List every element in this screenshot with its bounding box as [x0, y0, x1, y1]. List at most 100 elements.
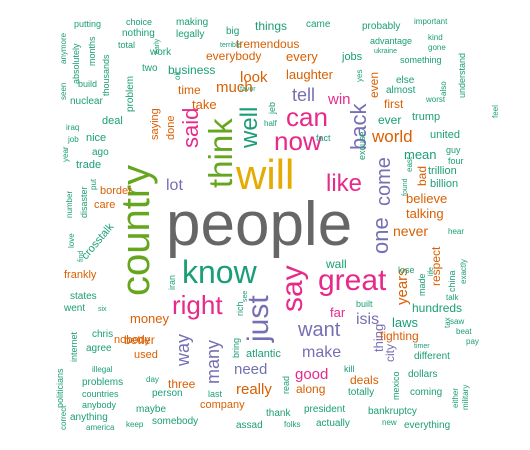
word-atlantic: atlantic: [246, 348, 281, 360]
word-chris: chris: [92, 329, 114, 340]
word-care: care: [94, 199, 116, 211]
word-two: two: [142, 63, 158, 74]
word-lose: lose: [398, 265, 415, 275]
word-half: half: [264, 119, 277, 128]
word-need: need: [234, 361, 268, 378]
word-bankruptcy: bankruptcy: [368, 406, 417, 417]
word-work: work: [150, 47, 172, 58]
word-isis: isis: [356, 311, 380, 328]
word-make: make: [302, 344, 342, 361]
word-business: business: [168, 63, 216, 77]
word-states: states: [70, 291, 97, 302]
word-believe: believe: [406, 191, 448, 206]
word-total: total: [118, 40, 136, 50]
word-bring: bring: [231, 337, 241, 358]
word-new: new: [382, 418, 397, 427]
word-iran: iran: [167, 274, 177, 290]
word-making: making: [176, 17, 209, 28]
word-anybody: anybody: [82, 400, 117, 410]
word-also: also: [439, 81, 448, 96]
word-disaster: disaster: [79, 186, 89, 218]
word-build: build: [78, 79, 98, 89]
word-favor: favor: [240, 86, 256, 93]
word-america: america: [86, 423, 115, 432]
word-jobs: jobs: [342, 51, 363, 63]
word-love: love: [67, 233, 76, 248]
word-six: six: [98, 306, 107, 313]
word-city: city: [383, 344, 397, 362]
word-else: else: [396, 75, 415, 86]
word-kill: kill: [344, 364, 355, 374]
word-terrible: terrible: [220, 42, 242, 49]
word-fighting: fighting: [380, 329, 419, 343]
word-really: really: [236, 381, 272, 398]
word-will: will: [236, 151, 295, 198]
word-one: one: [368, 217, 393, 254]
word-good: good: [295, 366, 329, 383]
word-much: much: [216, 79, 253, 96]
word-china: china: [447, 270, 457, 292]
word-trump: trump: [412, 111, 441, 123]
word-agree: agree: [86, 343, 112, 354]
word-even: even: [367, 71, 381, 98]
word-keep: keep: [126, 420, 144, 429]
word-right: right: [172, 290, 223, 320]
word-take: take: [192, 97, 217, 112]
word-jeb: jeb: [267, 101, 277, 114]
word-nothing: nothing: [122, 28, 155, 39]
word-built: built: [356, 299, 373, 309]
word-year: year: [61, 146, 70, 162]
word-choice: choice: [126, 17, 153, 27]
word-lot: lot: [166, 177, 183, 194]
word-first: first: [384, 97, 404, 111]
word-mean: mean: [404, 147, 437, 162]
word-billion: billion: [430, 178, 459, 190]
word-kind: kind: [428, 33, 443, 42]
word-along: along: [296, 382, 326, 396]
word-read: read: [281, 375, 291, 394]
word-every: every: [286, 49, 318, 64]
word-rich: rich: [235, 301, 245, 316]
word-seen: seen: [59, 82, 68, 100]
word-number: number: [65, 190, 74, 218]
word-early: early: [154, 38, 161, 54]
word-military: military: [461, 384, 470, 410]
word-find: find: [78, 250, 85, 262]
word-politicians: politicians: [55, 368, 65, 408]
word-trillion: trillion: [428, 165, 457, 177]
word-fact: fact: [316, 133, 331, 143]
word-found: found: [402, 178, 409, 196]
word-almost: almost: [386, 85, 416, 96]
word-ever: ever: [378, 113, 402, 127]
word-think: think: [202, 118, 239, 188]
word-illegal: illegal: [92, 365, 113, 374]
word-went: went: [64, 303, 86, 314]
word-far: far: [330, 305, 346, 320]
word-trade: trade: [76, 159, 102, 171]
word-dollars: dollars: [408, 369, 438, 380]
word-bad: bad: [415, 165, 429, 186]
word-job: job: [68, 135, 79, 144]
word-months: months: [87, 36, 97, 66]
word-done: done: [165, 115, 177, 140]
word-now: now: [274, 126, 322, 156]
word-timer: timer: [414, 343, 430, 350]
word-people: people: [166, 190, 353, 259]
word-anything: anything: [70, 412, 108, 423]
word-correct: correct: [59, 405, 68, 430]
word-iraq: iraq: [66, 123, 80, 132]
word-actually: actually: [316, 418, 350, 429]
word-worst: worst: [426, 95, 446, 104]
word-guy: guy: [446, 145, 461, 155]
word-person: person: [152, 388, 183, 399]
word-thousands: thousands: [101, 54, 111, 96]
word-pay: pay: [466, 337, 479, 346]
word-beat: beat: [456, 327, 472, 336]
word-president: president: [304, 404, 346, 415]
word-wall: wall: [326, 257, 347, 271]
word-many: many: [203, 339, 223, 384]
word-crosstalk: crosstalk: [79, 221, 117, 263]
word-well: well: [236, 106, 263, 148]
word-ago: ago: [92, 147, 109, 158]
word-came: came: [306, 19, 331, 30]
